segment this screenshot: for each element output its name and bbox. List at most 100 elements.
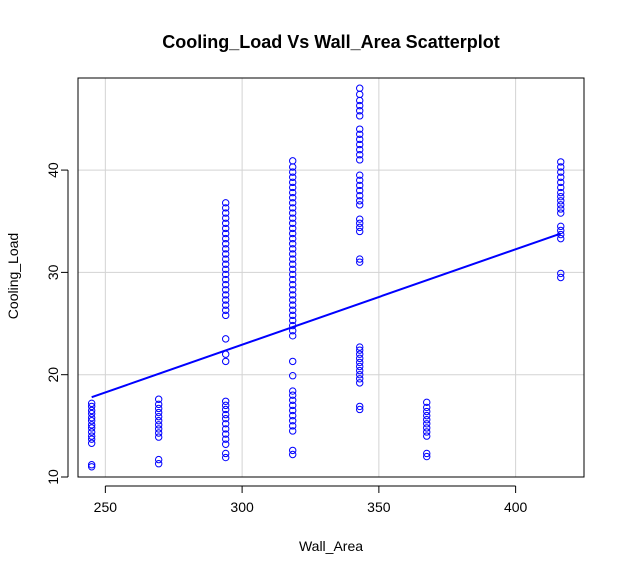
data-point xyxy=(154,429,163,437)
data-point xyxy=(289,245,297,253)
data-point xyxy=(87,399,96,408)
data-point xyxy=(289,411,297,420)
data-point xyxy=(87,421,96,429)
data-point xyxy=(289,188,297,197)
data-point xyxy=(356,379,364,387)
data-point xyxy=(557,197,565,205)
data-point xyxy=(356,255,364,263)
data-point xyxy=(289,450,297,459)
data-point xyxy=(221,453,230,462)
data-point xyxy=(289,255,297,263)
data-point xyxy=(289,316,297,325)
data-point xyxy=(289,234,297,243)
data-point xyxy=(221,311,230,320)
data-point xyxy=(356,112,364,120)
data-point xyxy=(221,410,230,419)
data-point xyxy=(356,130,364,138)
data-point xyxy=(356,215,364,223)
data-point xyxy=(221,357,230,366)
data-point xyxy=(87,439,96,447)
data-point xyxy=(289,183,297,192)
data-point xyxy=(87,413,96,422)
data-point xyxy=(289,224,297,233)
x-tick-label: 300 xyxy=(230,499,254,515)
data-point xyxy=(356,370,364,379)
data-point xyxy=(87,435,96,443)
data-point xyxy=(289,422,297,430)
data-point xyxy=(557,178,565,187)
data-point xyxy=(289,446,297,455)
data-point xyxy=(154,404,163,413)
data-point xyxy=(289,214,297,222)
data-point xyxy=(289,275,297,284)
data-point xyxy=(289,157,297,165)
grid-layer xyxy=(78,78,584,478)
data-point xyxy=(87,461,96,469)
data-point xyxy=(289,357,297,366)
regression-line-layer xyxy=(91,232,562,399)
data-point xyxy=(221,296,230,304)
data-point xyxy=(154,395,163,403)
data-point xyxy=(356,90,364,99)
data-point xyxy=(221,250,230,258)
data-point xyxy=(221,209,230,217)
data-point xyxy=(289,178,297,187)
data-point xyxy=(356,201,364,209)
data-point xyxy=(221,280,230,289)
data-point xyxy=(87,428,96,436)
data-point xyxy=(289,406,297,415)
data-point xyxy=(154,425,163,433)
data-point xyxy=(221,204,230,212)
data-point xyxy=(557,209,565,217)
data-point xyxy=(356,227,364,236)
data-point xyxy=(221,199,230,207)
data-point xyxy=(557,273,565,282)
data-point xyxy=(221,260,230,268)
data-point xyxy=(221,265,230,274)
data-point xyxy=(356,107,364,115)
data-point xyxy=(154,417,163,425)
data-point xyxy=(289,387,297,395)
x-tick-label: 350 xyxy=(367,499,391,515)
data-point xyxy=(557,163,565,171)
data-point xyxy=(557,158,565,166)
data-point xyxy=(289,194,297,202)
data-point xyxy=(423,452,431,461)
data-point xyxy=(289,265,297,274)
data-point xyxy=(356,223,364,232)
data-point xyxy=(356,366,364,375)
data-point xyxy=(289,173,297,181)
plot-frame xyxy=(77,77,585,478)
data-point xyxy=(289,209,297,217)
chart-title: Cooling_Load Vs Wall_Area Scatterplot xyxy=(162,32,499,52)
data-point xyxy=(356,171,364,179)
data-point xyxy=(356,405,364,414)
data-point xyxy=(356,375,364,383)
y-tick-label: 30 xyxy=(45,264,61,280)
data-point xyxy=(557,269,565,278)
data-point xyxy=(557,168,565,176)
data-point xyxy=(356,343,364,351)
data-point xyxy=(289,270,297,279)
data-point xyxy=(356,219,364,227)
x-tick-label: 250 xyxy=(94,499,118,515)
data-point xyxy=(423,449,431,458)
axes-layer: 250 300 350 400 10 20 30 40 xyxy=(45,77,585,515)
data-point xyxy=(87,417,96,425)
data-point xyxy=(557,188,565,197)
data-point xyxy=(87,432,96,440)
data-point xyxy=(356,346,364,354)
points-layer xyxy=(87,84,565,471)
data-point xyxy=(221,425,230,433)
data-point xyxy=(221,420,230,428)
data-point xyxy=(221,291,230,299)
data-point xyxy=(221,255,230,263)
data-point xyxy=(356,156,364,164)
data-point xyxy=(289,396,297,404)
data-point xyxy=(154,400,163,409)
data-point xyxy=(356,362,364,371)
data-point xyxy=(221,350,230,358)
data-point xyxy=(221,270,230,279)
y-tick-label: 20 xyxy=(45,367,61,383)
data-point xyxy=(356,135,364,144)
